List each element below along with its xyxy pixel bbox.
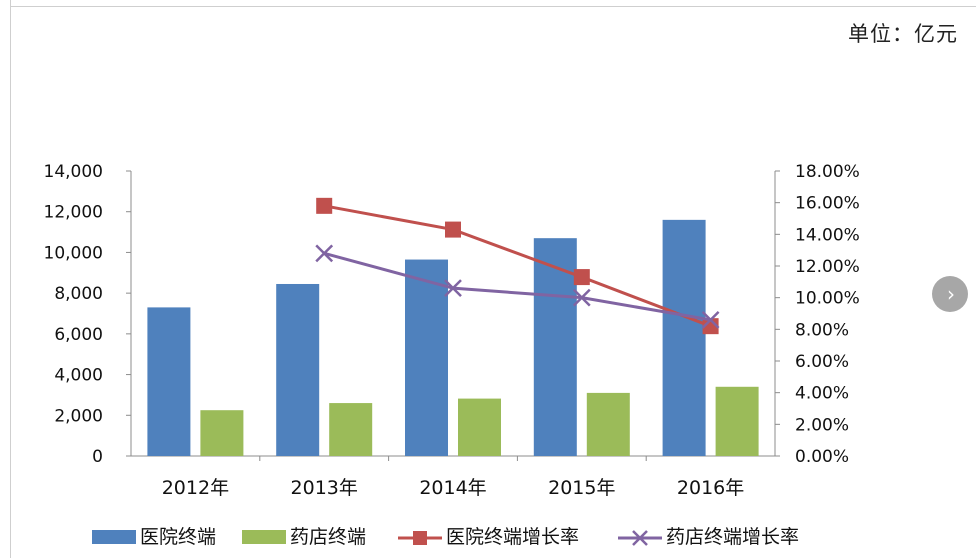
left-tick-label: 2,000	[54, 406, 103, 426]
bar-hospital	[405, 259, 448, 456]
next-button[interactable]: ›	[932, 276, 968, 312]
bar-hospital	[147, 307, 191, 456]
legend-marker	[413, 531, 427, 545]
bar-hospital	[533, 238, 577, 456]
left-tick-label: 0	[92, 447, 103, 467]
right-tick-label: 16.00%	[795, 194, 860, 214]
line-hospital-rate	[323, 204, 712, 328]
right-tick-label: 10.00%	[795, 289, 860, 309]
left-tick-label: 8,000	[54, 284, 103, 304]
left-tick-label: 6,000	[54, 325, 103, 345]
bar-pharmacy	[329, 403, 373, 456]
line-pharmacy-rate	[323, 251, 711, 322]
marker-pharmacy-rate	[444, 279, 462, 298]
right-tick-label: 8.00%	[795, 320, 849, 340]
marker-pharmacy-rate	[572, 288, 591, 307]
right-tick-label: 12.00%	[795, 257, 860, 277]
left-tick-label: 12,000	[44, 203, 103, 223]
frame-border-top	[10, 6, 976, 7]
legend-label: 医院终端增长率	[446, 526, 579, 548]
chevron-right-icon: ›	[947, 282, 955, 306]
marker-pharmacy-rate	[315, 244, 334, 263]
marker-hospital-rate	[445, 221, 461, 238]
right-tick-label: 18.00%	[795, 162, 860, 182]
legend-label: 药店终端	[290, 526, 366, 548]
bar-pharmacy	[715, 386, 759, 456]
frame-border	[10, 0, 11, 558]
legend-swatch	[92, 530, 136, 544]
x-tick-label: 2015年	[548, 477, 615, 499]
legend-label: 医院终端	[140, 526, 216, 548]
legend-swatch	[242, 530, 286, 544]
right-tick-label: 2.00%	[795, 415, 849, 435]
left-tick-label: 10,000	[44, 243, 103, 263]
x-tick-label: 2013年	[291, 477, 358, 499]
legend-label: 药店终端增长率	[666, 526, 799, 548]
right-tick-label: 6.00%	[795, 352, 849, 372]
right-tick-label: 0.00%	[795, 447, 849, 467]
left-tick-label: 4,000	[54, 366, 103, 386]
x-tick-label: 2012年	[162, 477, 229, 499]
x-tick-label: 2016年	[677, 477, 744, 499]
x-tick-label: 2014年	[419, 477, 486, 499]
bar-pharmacy	[200, 410, 244, 456]
right-tick-label: 14.00%	[795, 225, 860, 245]
unit-label: 单位：亿元	[848, 22, 958, 46]
legend-marker	[632, 530, 648, 546]
bar-pharmacy	[458, 398, 501, 456]
marker-pharmacy-rate	[701, 310, 720, 329]
bar-pharmacy	[586, 392, 630, 456]
right-tick-label: 4.00%	[795, 384, 849, 404]
left-tick-label: 14,000	[44, 162, 103, 182]
bar-hospital	[276, 283, 320, 456]
marker-hospital-rate	[316, 197, 333, 214]
bar-hospital	[662, 219, 706, 456]
marker-hospital-rate	[573, 269, 590, 286]
